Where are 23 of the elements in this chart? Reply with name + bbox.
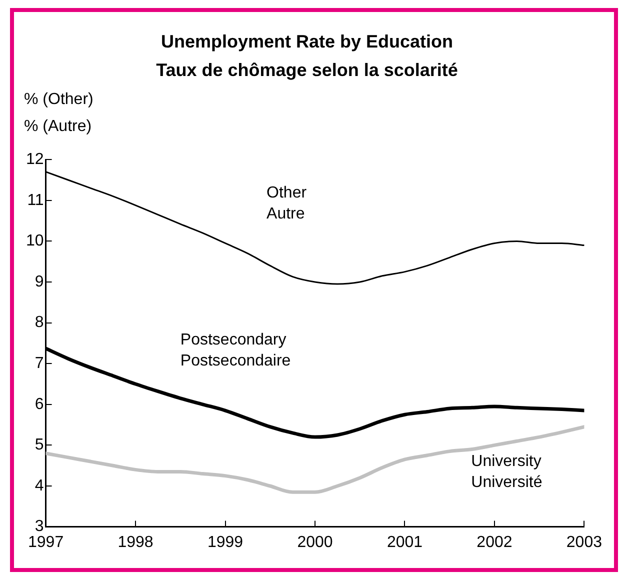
y-tick-label: 8 — [34, 314, 44, 332]
y-tick-label: 7 — [34, 355, 44, 372]
y-tick-label: 6 — [34, 396, 44, 413]
y-tick-label: 5 — [34, 436, 44, 454]
x-tick-label: 2002 — [476, 534, 512, 551]
x-tick-label: 2003 — [566, 534, 602, 551]
y-tick-label: 12 — [26, 151, 44, 168]
text: Other Autre — [266, 184, 308, 223]
y-tick-label: 11 — [27, 192, 44, 209]
y-tick-label: 10 — [26, 232, 44, 250]
line-series — [46, 425, 584, 494]
series-label: Postsecondary Postsecondaire — [180, 332, 291, 370]
y-tick-label: 3 — [34, 518, 44, 536]
x-tick-label: 1999 — [207, 534, 244, 551]
x-tick-label: 1998 — [118, 534, 154, 551]
x-tick-label: 1997 — [28, 534, 64, 551]
series-label: University Université — [471, 452, 542, 491]
y-axis-title: % (Other) % (Autre) — [24, 91, 94, 136]
y-tick-label: 4 — [34, 477, 44, 494]
y-tick-label: 9 — [34, 273, 44, 290]
x-tick-label: 2001 — [386, 534, 423, 551]
x-tick-label: 2000 — [297, 534, 333, 551]
chart-title: Unemployment Rate by Education Taux de chômage selon la scolarité — [156, 31, 458, 80]
